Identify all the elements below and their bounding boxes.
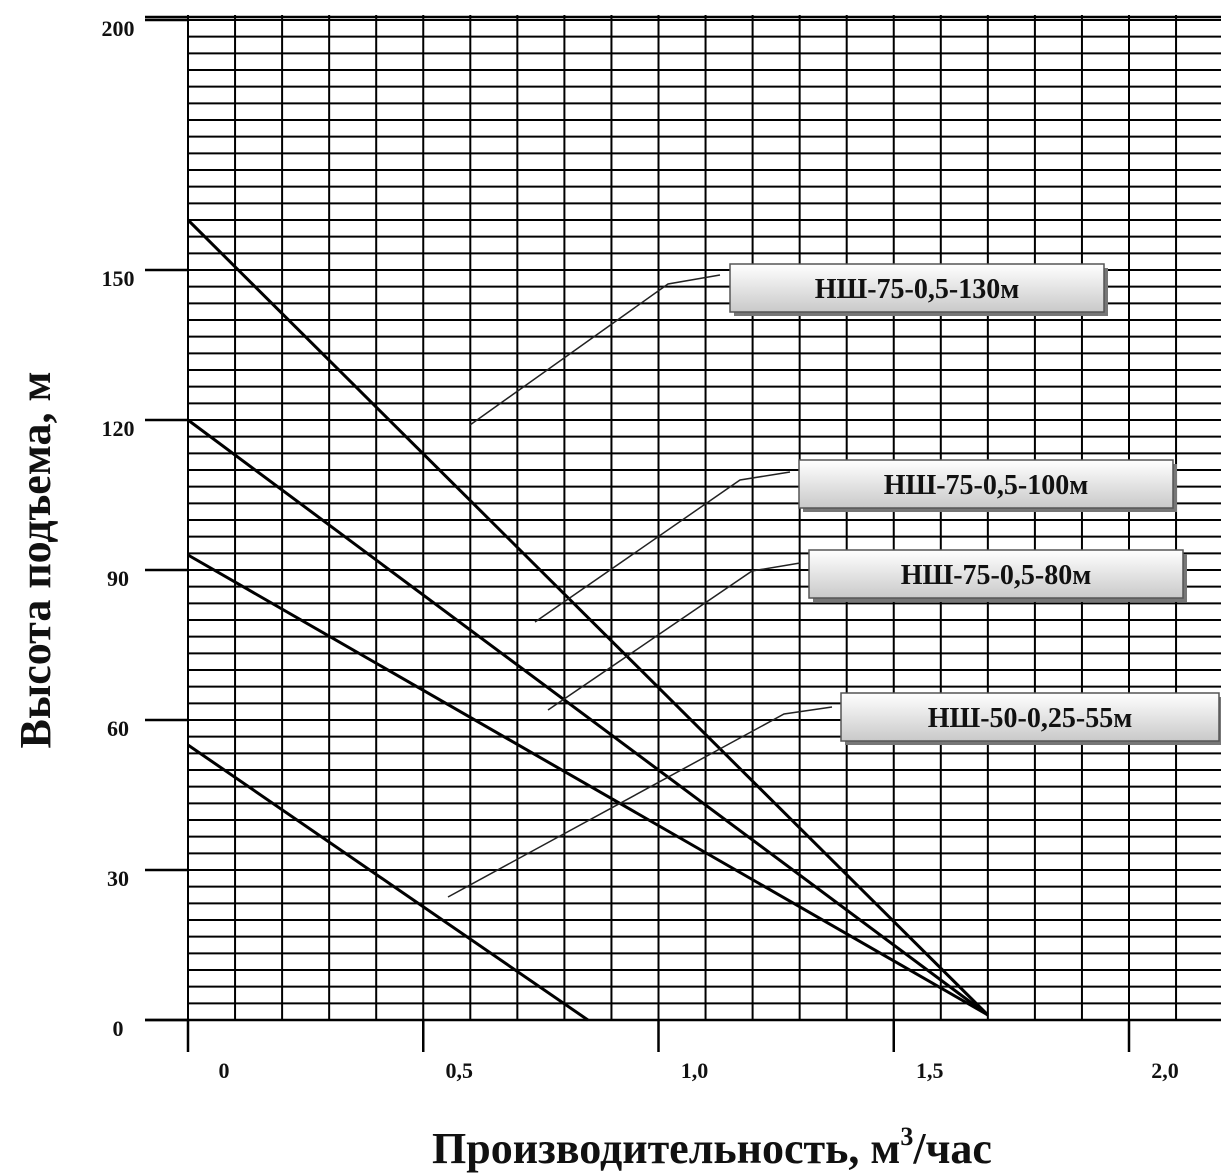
label-box-1 xyxy=(729,263,1105,313)
axes xyxy=(145,15,1221,1052)
leader-line-4 xyxy=(447,706,833,898)
x-tick-label: 0,5 xyxy=(446,1058,474,1083)
label-box-4 xyxy=(840,692,1220,742)
y-tick-label: 0 xyxy=(113,1016,124,1041)
leader-line-1 xyxy=(469,274,721,426)
y-tick-labels: 0 30 60 90 120 150 200 xyxy=(102,16,135,1041)
y-tick-label: 150 xyxy=(102,266,135,291)
grid xyxy=(187,15,1221,1021)
x-tick-label: 1,0 xyxy=(681,1058,709,1083)
x-tick-label: 0 xyxy=(219,1058,230,1083)
series-label-2: НШ-75-0,5-100м xyxy=(884,470,1089,501)
series-line-3 xyxy=(187,553,989,1017)
series-label-3: НШ-75-0,5-80м xyxy=(901,560,1092,591)
series-label-1: НШ-75-0,5-130м xyxy=(815,274,1020,305)
x-tick-label: 1,5 xyxy=(916,1058,944,1083)
leader-line-3 xyxy=(547,562,801,711)
y-axis-label: Высота подъема, м xyxy=(11,372,60,749)
series-labels: НШ-75-0,5-130м НШ-75-0,5-100м НШ-75-0,5-80… xyxy=(729,263,1221,745)
label-box-2 xyxy=(798,459,1174,509)
label-leader-lines xyxy=(447,274,833,898)
y-tick-label: 60 xyxy=(107,716,129,741)
leader-line-2 xyxy=(534,471,791,623)
x-axis-label: Производительность, м3/час xyxy=(432,1122,992,1173)
series-lines xyxy=(186,218,989,1022)
x-tick-labels: 0 0,5 1,0 1,5 2,0 xyxy=(219,1058,1179,1083)
label-box-3 xyxy=(808,549,1184,599)
series-line-4 xyxy=(187,743,589,1022)
series-line-1 xyxy=(186,218,989,1017)
y-tick-label: 200 xyxy=(102,16,135,41)
series-label-4: НШ-50-0,25-55м xyxy=(928,703,1133,734)
y-tick-label: 30 xyxy=(107,866,129,891)
x-axis-label-superscript: 3 xyxy=(900,1122,913,1151)
y-tick-label: 90 xyxy=(107,566,129,591)
x-tick-label: 2,0 xyxy=(1151,1058,1179,1083)
y-tick-label: 120 xyxy=(102,416,135,441)
series-line-2 xyxy=(187,418,989,1017)
